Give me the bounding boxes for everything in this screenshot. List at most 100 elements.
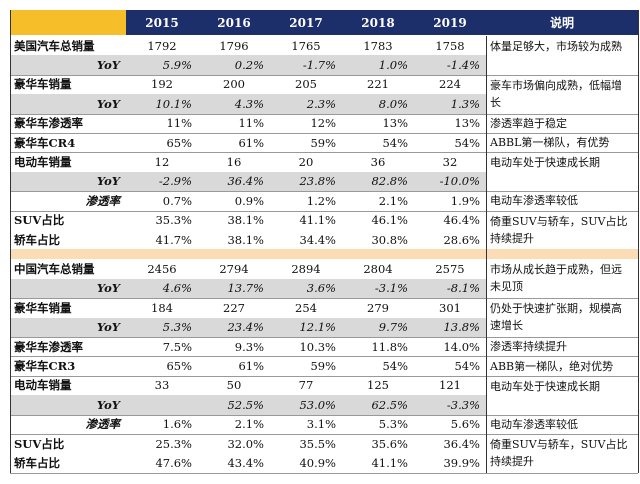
value-cell: 59% [310,135,336,150]
group-note: 豪车市场偏向成熟，低幅增长 [490,78,622,109]
value-cell: 0.2% [198,55,270,75]
value-cell: 47.6% [155,456,192,471]
value-cell: 25.3% [155,436,192,451]
value-cell: 1.3% [414,94,486,114]
header-year: 2016 [198,10,270,35]
value-cell: 36.4% [443,436,480,451]
value-cell: 54% [454,135,480,150]
value-cell: 1783 [363,38,393,53]
group-divider [10,113,638,115]
header-year: 2019 [414,10,486,35]
value-cell: 1765 [291,38,321,53]
value-cell: 221 [367,77,389,92]
value-cell: 13% [382,116,408,131]
value-cell: 43.4% [227,456,264,471]
value-cell: 52.5% [198,395,270,415]
row-label: 轿车占比 [14,232,60,247]
value-cell: 1.9% [450,193,480,208]
value-cell: 200 [223,77,245,92]
row-label: 豪华车渗透率 [14,116,83,131]
value-cell: 13% [454,116,480,131]
value-cell: -10.0% [414,171,486,192]
value-cell: 1792 [147,38,177,53]
value-cell: 4.3% [198,94,270,114]
value-cell: 35.3% [155,213,192,228]
value-cell: 12.1% [270,317,342,337]
value-cell: 36 [370,155,386,170]
value-cell: 2.1% [378,193,408,208]
value-cell: 30.8% [371,232,408,247]
header-year: 2018 [342,10,414,35]
value-cell: 41.7% [155,232,192,247]
value-cell: 54% [454,359,480,374]
row-label: 豪华车渗透率 [14,339,83,354]
group-note: 渗透率趋于稳定 [490,116,567,130]
group-divider [10,414,638,416]
value-cell: 5.6% [450,417,480,432]
value-cell: 32.0% [227,436,264,451]
value-cell: 62.5% [342,395,414,415]
value-cell: 2456 [147,262,177,277]
header-corner [10,10,126,35]
note-column-border [486,36,487,473]
value-cell: 10.3% [299,339,336,354]
value-cell: 38.1% [227,213,264,228]
value-cell: 11% [238,116,264,131]
group-divider [10,472,638,474]
value-cell: 1758 [435,38,465,53]
value-cell: 53.0% [270,395,342,415]
group-note: ABB第一梯队，绝对优势 [490,359,614,373]
value-cell: 40.9% [299,456,336,471]
value-cell: 184 [151,300,173,315]
row-label: SUV占比 [14,436,65,451]
group-divider [10,298,638,300]
group-note: 电动车处于快速成长期 [490,156,600,170]
value-cell: 23.4% [198,317,270,337]
group-note: 渗透率持续提升 [490,340,567,354]
value-cell: 1.6% [162,417,192,432]
row-label: SUV占比 [14,213,65,228]
value-cell: 65% [166,359,192,374]
row-label: 美国汽车总销量 [14,38,95,53]
value-cell: 32 [442,155,458,170]
value-cell: 13.8% [414,317,486,337]
group-note: 体量足够大，市场较为成熟 [490,40,622,53]
value-cell: 11.8% [371,339,408,354]
value-cell: 36.4% [198,171,270,192]
value-cell: 4.6% [126,278,198,299]
value-cell: -1.4% [414,55,486,75]
value-cell: 2.3% [270,94,342,114]
value-cell: 12 [154,155,170,170]
yoy-label: YoY [10,55,126,75]
value-cell: 205 [295,77,317,92]
value-cell: 125 [367,378,389,393]
value-cell: 41.1% [299,213,336,228]
value-cell: 33 [154,378,170,393]
value-cell: 10.1% [126,94,198,114]
value-cell: 301 [439,300,461,315]
group-divider [10,74,638,76]
value-cell: 59% [310,359,336,374]
value-cell: 1.0% [342,55,414,75]
value-cell: 9.7% [342,317,414,337]
section-separator [10,249,638,260]
group-note: 倚重SUV与轿车，SUV占比持续提升 [490,438,628,468]
value-cell: 7.5% [162,339,192,354]
value-cell: 0.7% [162,193,192,208]
group-note: 市场从成长趋于成熟，但远未见顶 [490,263,622,294]
value-cell: 61% [238,135,264,150]
value-cell: 2794 [219,262,249,277]
value-cell: 35.6% [371,436,408,451]
group-note: 仍处于快速扩张期，规模高速增长 [490,302,622,333]
value-cell: 54% [382,359,408,374]
yoy-label: YoY [10,395,126,415]
group-divider [10,210,638,212]
value-cell [126,395,198,415]
value-cell: 38.1% [227,232,264,247]
value-cell: -3.3% [414,395,486,415]
value-cell: 0.9% [234,193,264,208]
yoy-label: YoY [10,94,126,114]
value-cell: 224 [439,77,461,92]
value-cell: 2804 [363,262,393,277]
value-cell: 50 [226,378,242,393]
